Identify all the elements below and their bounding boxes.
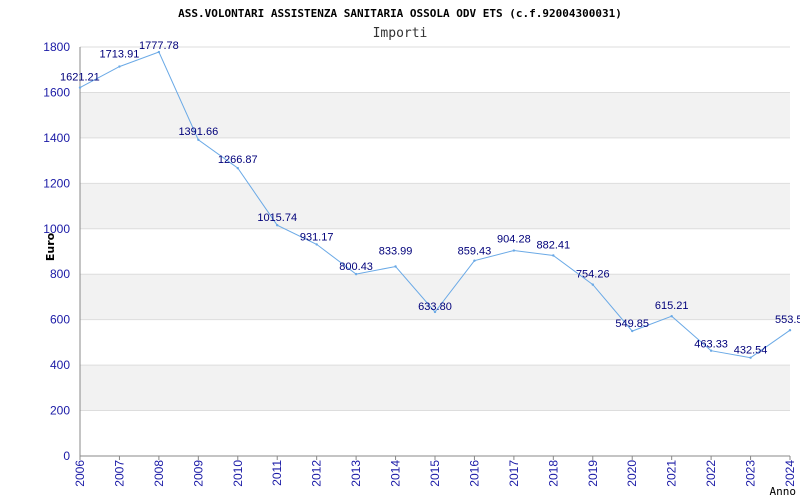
data-point	[591, 283, 594, 286]
data-point	[670, 315, 673, 318]
x-tick-label: 2017	[507, 460, 521, 487]
y-tick-label: 1800	[43, 40, 70, 54]
data-label: 1266.87	[218, 154, 258, 166]
data-point	[473, 259, 476, 262]
grid-band	[80, 183, 790, 229]
x-tick-label: 2007	[112, 460, 126, 487]
data-point	[236, 166, 239, 170]
grid-band	[80, 365, 790, 411]
y-tick-label: 400	[50, 358, 70, 372]
data-point	[157, 50, 161, 54]
data-point	[552, 254, 555, 257]
data-point	[433, 310, 437, 314]
data-label: 553.5	[775, 314, 800, 326]
x-tick-labels: 2006 2007 2008 2009 2010 2011 2012 2013 2014 2015…	[73, 460, 797, 487]
x-tick-label: 2021	[665, 460, 679, 487]
y-axis-label: Euro	[44, 232, 57, 261]
x-tick-label: 2009	[191, 460, 205, 487]
y-tick-label: 1000	[43, 222, 70, 236]
x-tick-label: 2020	[625, 460, 639, 487]
chart-title: ASS.VOLONTARI ASSISTENZA SANITARIA OSSOL…	[178, 7, 622, 20]
data-label: 882.41	[537, 239, 571, 251]
data-point	[631, 329, 634, 333]
data-label: 432.54	[734, 345, 768, 357]
data-point	[512, 249, 516, 252]
data-label: 1777.78	[139, 40, 179, 52]
data-label: 615.21	[655, 300, 689, 312]
series-line	[78, 50, 792, 359]
y-tick-label: 200	[50, 404, 70, 418]
data-label: 800.43	[339, 261, 373, 273]
y-tick-label: 600	[50, 313, 70, 327]
data-label: 1621.21	[60, 72, 100, 84]
x-tick-label: 2023	[744, 460, 758, 487]
x-axis-label: Anno	[770, 485, 797, 498]
data-point	[276, 224, 279, 227]
x-tick-label: 2010	[231, 460, 245, 487]
y-tick-label: 1400	[43, 131, 70, 145]
data-point	[197, 138, 200, 141]
data-label: 833.99	[379, 245, 413, 257]
data-label: 633.80	[418, 301, 452, 313]
data-label: 1015.74	[257, 212, 297, 224]
data-label: 1713.91	[100, 49, 140, 61]
x-tick-label: 2022	[704, 460, 718, 487]
y-tick-label: 0	[63, 449, 70, 463]
data-label: 1391.66	[178, 126, 218, 138]
data-label: 859.43	[458, 246, 492, 258]
x-tick-label: 2018	[546, 460, 560, 487]
data-point	[315, 243, 318, 246]
axes	[79, 47, 791, 460]
data-label: 549.85	[615, 318, 649, 330]
chart-subtitle: Importi	[373, 26, 428, 41]
x-tick-label: 2019	[586, 460, 600, 487]
x-tick-label: 2008	[152, 460, 166, 487]
grid-bands	[80, 92, 790, 411]
data-label: 463.33	[694, 339, 728, 351]
data-point	[709, 349, 713, 352]
x-tick-label: 2013	[349, 460, 363, 487]
data-point	[354, 272, 358, 276]
data-point	[118, 65, 121, 68]
x-tick-label: 2006	[73, 460, 87, 487]
data-label: 931.17	[300, 231, 334, 243]
data-point	[749, 356, 752, 359]
y-tick-labels: 0 200 400 600 800 1000 1200 1400 1600 1800	[43, 40, 70, 463]
y-tick-label: 800	[50, 267, 70, 281]
data-point	[788, 329, 792, 332]
x-tick-label: 2015	[428, 460, 442, 487]
data-point	[394, 265, 397, 268]
grid-band	[80, 92, 790, 138]
data-label: 904.28	[497, 234, 531, 246]
y-tick-label: 1600	[43, 85, 70, 99]
y-tick-label: 1200	[43, 176, 70, 190]
data-label: 754.26	[576, 269, 610, 281]
data-point	[78, 86, 82, 89]
x-tick-label: 2016	[467, 460, 481, 487]
x-tick-label: 2012	[310, 460, 324, 487]
x-tick-label: 2011	[270, 460, 284, 486]
x-tick-label: 2024	[783, 460, 797, 487]
gridlines	[80, 46, 790, 457]
x-tick-label: 2014	[389, 460, 403, 487]
